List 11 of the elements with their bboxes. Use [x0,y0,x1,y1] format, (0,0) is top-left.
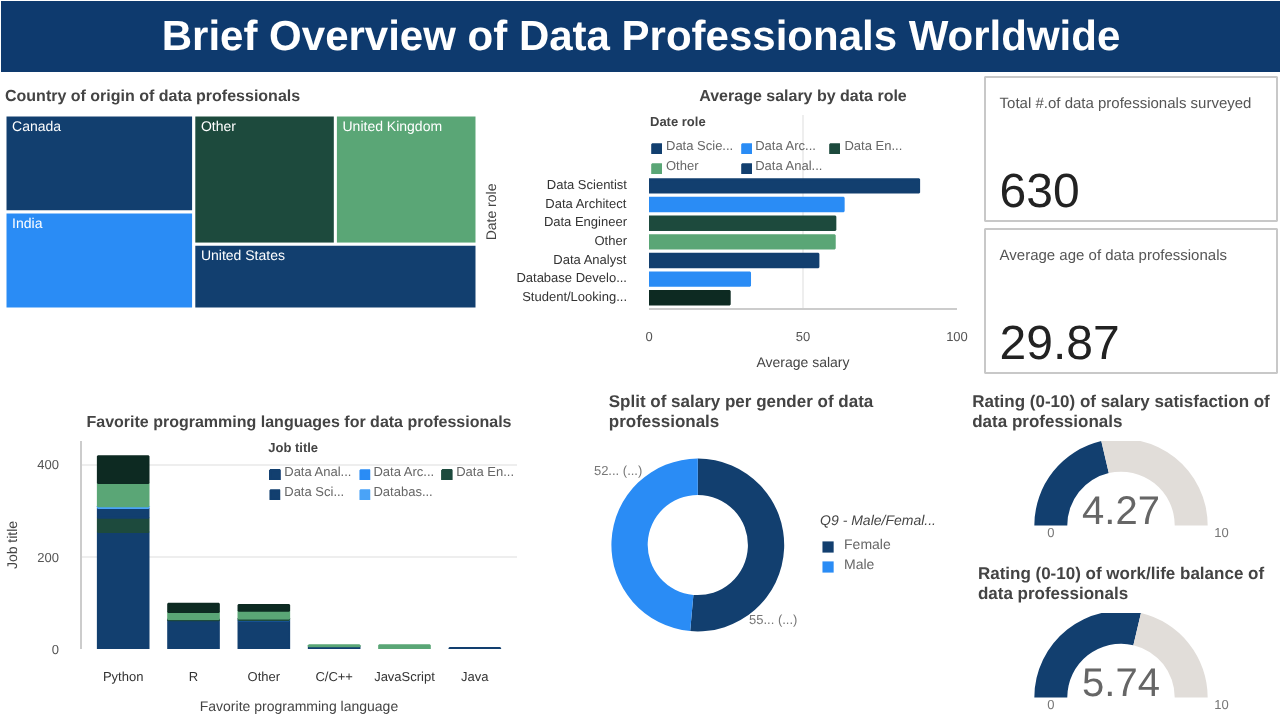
chart-title: Favorite programming languages for data professionals [86,413,513,431]
data-label: 4.27 [1082,489,1160,534]
text: Country of origin of data professionals [5,87,302,105]
chart-title: Rating (0-10) of salary satisfaction of data professionals [972,391,1271,431]
chart-title: Rating (0-10) of work/life balance of data professionals [977,563,1265,603]
data-label: 5.74 [1082,661,1160,706]
chart-title: Split of salary per gender of data professionals [608,391,874,431]
chart-title: Average salary by data role [699,87,908,105]
text: 630 [999,164,1080,219]
text: Brief Overview of Data Professionals Worldwide [161,14,1121,60]
text: 29.87 [999,316,1120,371]
